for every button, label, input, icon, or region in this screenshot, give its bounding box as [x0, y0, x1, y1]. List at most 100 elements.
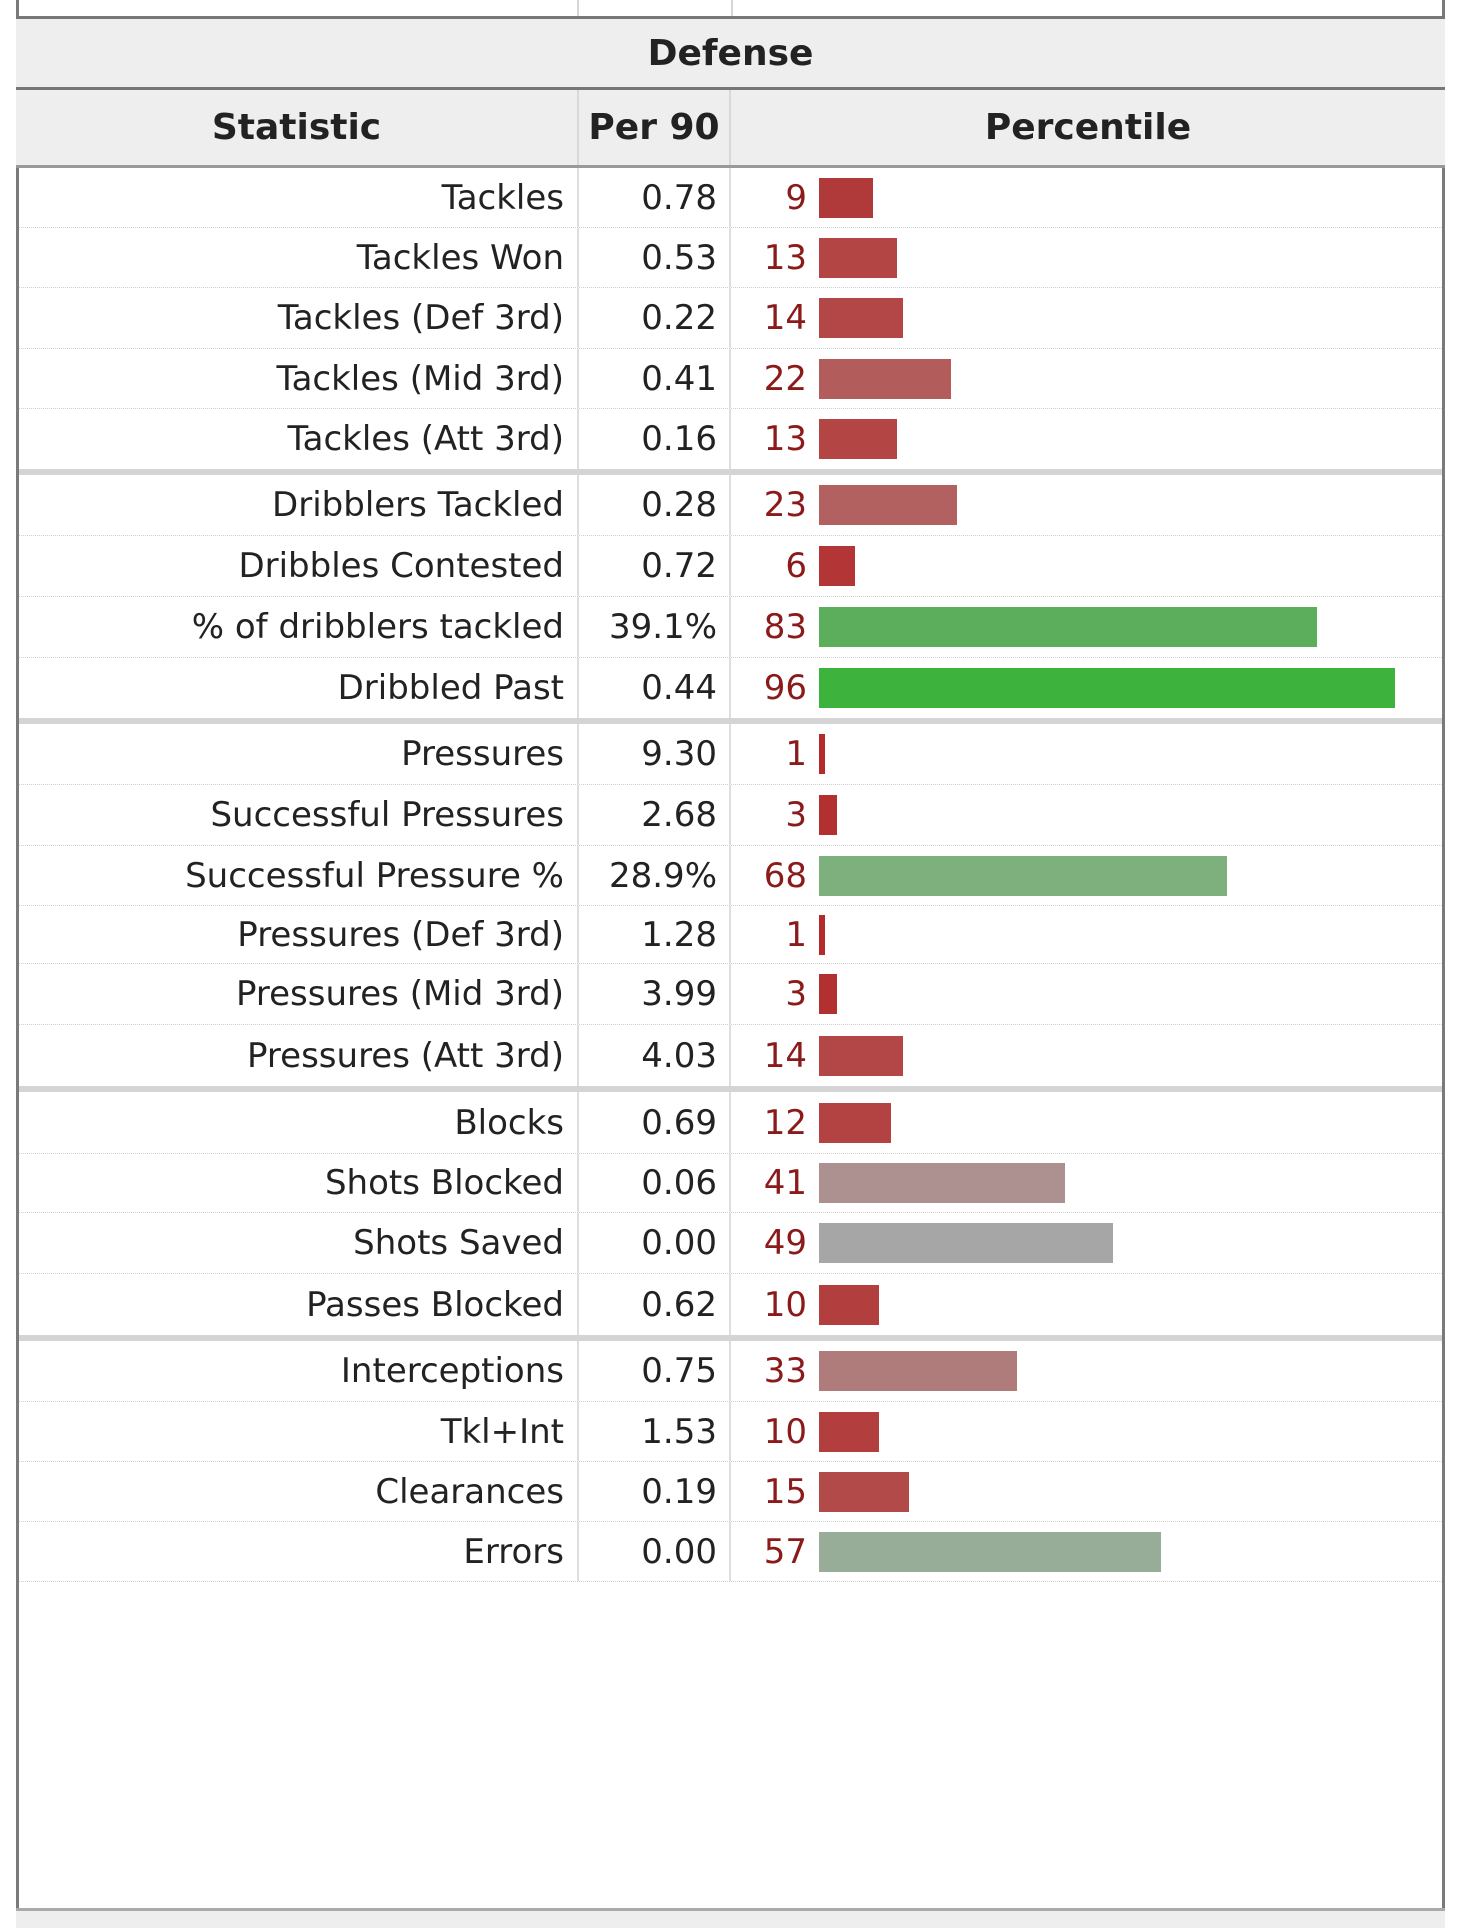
table-header-row: Statistic Per 90 Percentile — [16, 90, 1445, 168]
table-row: Tkl+Int 1.53 10 — [19, 1402, 1442, 1462]
percentile-value: 10 — [763, 1284, 807, 1325]
table-row: % of dribblers tackled 39.1% 83 — [19, 597, 1442, 658]
table-title: Defense — [647, 32, 814, 74]
percentile-value: 12 — [763, 1102, 807, 1143]
percentile-value: 49 — [763, 1223, 807, 1263]
statistic-cell: Pressures (Def 3rd) — [237, 914, 564, 955]
percentile-value: 13 — [763, 237, 807, 278]
statistic-cell: Tackles — [441, 177, 564, 218]
percentile-value: 33 — [763, 1351, 807, 1391]
statistic-cell: Pressures (Mid 3rd) — [236, 974, 564, 1014]
percentile-bar — [819, 1531, 1161, 1572]
table-row: Blocks 0.69 12 — [19, 1092, 1442, 1154]
table-row: Dribblers Tackled 0.28 23 — [19, 475, 1442, 536]
per90-cell: 39.1% — [577, 597, 731, 657]
percentile-bar — [819, 177, 873, 218]
percentile-value: 3 — [785, 974, 807, 1014]
percentile-value: 22 — [763, 358, 807, 399]
statistic-cell: Tackles (Att 3rd) — [287, 419, 565, 459]
column-header-statistic[interactable]: Statistic — [211, 107, 382, 148]
percentile-value: 14 — [763, 298, 807, 338]
statistic-cell: Clearances — [375, 1471, 564, 1512]
percentile-value: 83 — [763, 607, 807, 647]
percentile-value: 3 — [785, 795, 807, 835]
per90-cell: 0.75 — [577, 1341, 731, 1401]
table-row: Tackles Won 0.53 13 — [19, 228, 1442, 288]
per90-cell: 1.53 — [577, 1402, 731, 1461]
statistic-cell: Shots Blocked — [324, 1163, 564, 1203]
statistic-cell: Interceptions — [340, 1351, 564, 1391]
percentile-bar — [819, 1471, 909, 1512]
percentile-value: 13 — [763, 419, 807, 459]
percentile-value: 14 — [763, 1035, 807, 1076]
percentile-bar — [819, 1284, 879, 1325]
percentile-value: 57 — [763, 1531, 807, 1572]
statistic-cell: Pressures — [401, 734, 564, 774]
statistic-cell: Passes Blocked — [306, 1284, 564, 1325]
statistic-cell: Pressures (Att 3rd) — [247, 1035, 564, 1076]
statistic-cell: Shots Saved — [353, 1223, 564, 1263]
table-row: Successful Pressures 2.68 3 — [19, 785, 1442, 846]
percentile-bar — [819, 546, 855, 586]
percentile-bar — [819, 855, 1227, 896]
percentile-bar — [819, 485, 957, 525]
table-row: Passes Blocked 0.62 10 — [19, 1274, 1442, 1341]
statistic-cell: Blocks — [454, 1102, 564, 1143]
statistic-cell: Tkl+Int — [440, 1411, 564, 1452]
percentile-value: 9 — [785, 177, 807, 218]
percentile-bar — [819, 419, 897, 459]
per90-cell: 0.41 — [577, 349, 731, 408]
stats-table — [16, 0, 1445, 1928]
percentile-bar — [819, 914, 825, 955]
table-row: Pressures 9.30 1 — [19, 724, 1442, 785]
column-header-percentile[interactable]: Percentile — [984, 107, 1192, 148]
table-row: Shots Blocked 0.06 41 — [19, 1154, 1442, 1213]
table-row: Tackles 0.78 9 — [19, 168, 1442, 228]
column-divider — [577, 0, 579, 16]
per90-cell: 0.16 — [577, 409, 731, 469]
table-row: Clearances 0.19 15 — [19, 1462, 1442, 1522]
statistic-cell: Successful Pressure % — [185, 855, 564, 896]
statistic-cell: Errors — [463, 1531, 564, 1572]
percentile-value: 68 — [763, 855, 807, 896]
column-header-per90[interactable]: Per 90 — [577, 90, 731, 165]
table-row: Errors 0.00 57 — [19, 1522, 1442, 1582]
per90-cell: 0.69 — [577, 1092, 731, 1153]
per90-cell: 0.62 — [577, 1274, 731, 1335]
percentile-value: 6 — [785, 546, 807, 586]
table-row: Tackles (Mid 3rd) 0.41 22 — [19, 349, 1442, 409]
percentile-bar — [819, 1351, 1017, 1391]
statistic-cell: Dribblers Tackled — [272, 485, 564, 525]
per90-cell: 0.22 — [577, 288, 731, 348]
percentile-bar — [819, 1163, 1065, 1203]
percentile-bar — [819, 607, 1317, 647]
percentile-value: 96 — [763, 668, 807, 708]
per90-cell: 1.28 — [577, 906, 731, 963]
statistic-cell: Dribbles Contested — [238, 546, 564, 586]
percentile-bar — [819, 298, 903, 338]
per90-cell: 0.44 — [577, 658, 731, 718]
percentile-bar — [819, 358, 951, 399]
table-bottom-edge — [16, 1908, 1445, 1928]
table-row: Successful Pressure % 28.9% 68 — [19, 846, 1442, 906]
per90-cell: 0.78 — [577, 168, 731, 227]
statistic-cell: Tackles Won — [356, 237, 564, 278]
per90-cell: 0.00 — [577, 1522, 731, 1581]
per90-cell: 0.06 — [577, 1154, 731, 1212]
percentile-value: 10 — [763, 1411, 807, 1452]
table-row: Dribbles Contested 0.72 6 — [19, 536, 1442, 597]
per90-cell: 0.00 — [577, 1213, 731, 1273]
per90-cell: 0.53 — [577, 228, 731, 287]
percentile-bar — [819, 668, 1395, 708]
per90-cell: 9.30 — [577, 724, 731, 784]
percentile-value: 15 — [763, 1471, 807, 1512]
table-row: Dribbled Past 0.44 96 — [19, 658, 1442, 724]
statistic-cell: % of dribblers tackled — [191, 607, 564, 647]
table-row: Tackles (Att 3rd) 0.16 13 — [19, 409, 1442, 475]
percentile-bar — [819, 237, 897, 278]
percentile-bar — [819, 1102, 891, 1143]
table-row: Interceptions 0.75 33 — [19, 1341, 1442, 1402]
table-row: Tackles (Def 3rd) 0.22 14 — [19, 288, 1442, 349]
percentile-bar — [819, 974, 837, 1014]
statistic-cell: Tackles (Def 3rd) — [277, 298, 564, 338]
